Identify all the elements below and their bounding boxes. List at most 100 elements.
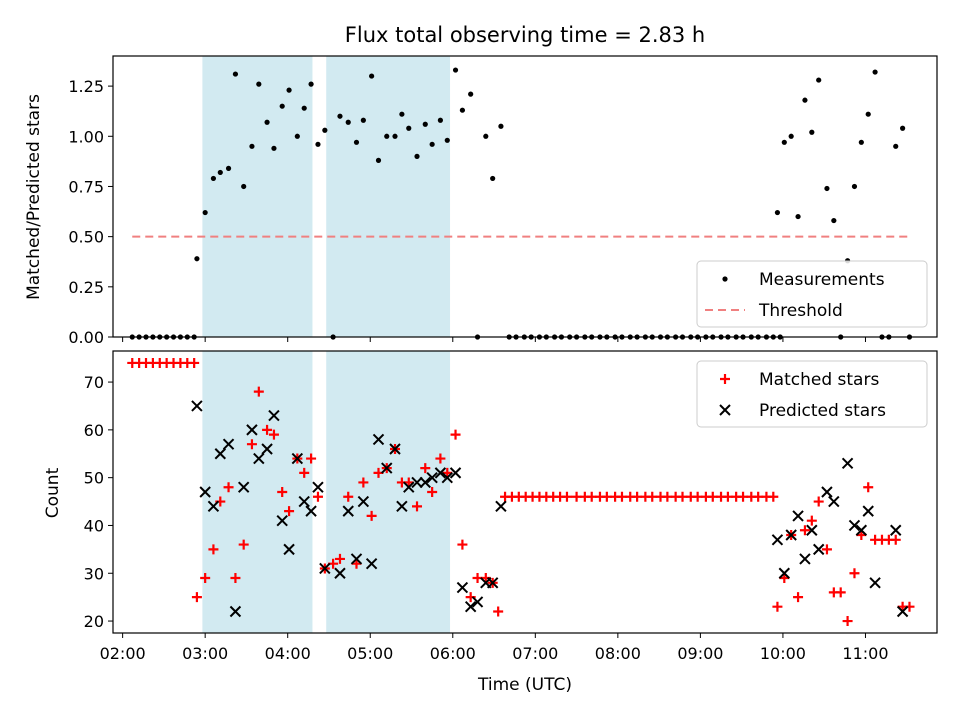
data-point bbox=[427, 487, 438, 497]
ratio-plot-area: 0.00 0.25 0.50 0.75 1.00 1.25 Measurements Thre… bbox=[68, 55, 938, 347]
data-point bbox=[781, 139, 787, 145]
data-point bbox=[799, 525, 810, 536]
data-point bbox=[890, 524, 902, 536]
data-point bbox=[824, 185, 830, 192]
data-point bbox=[412, 501, 423, 512]
data-point bbox=[785, 529, 797, 541]
data-point bbox=[816, 77, 822, 83]
data-point bbox=[812, 543, 825, 556]
data-point bbox=[778, 567, 791, 579]
data-point bbox=[464, 601, 477, 613]
data-point bbox=[241, 183, 247, 190]
data-point bbox=[246, 424, 258, 436]
data-point bbox=[821, 544, 832, 555]
data-point bbox=[238, 539, 249, 550]
data-point bbox=[312, 481, 324, 493]
legend-marker bbox=[719, 404, 731, 416]
data-point bbox=[350, 553, 363, 565]
data-point bbox=[772, 601, 783, 612]
legend-label: Matched stars bbox=[759, 370, 879, 390]
legend-box bbox=[696, 260, 928, 328]
data-point bbox=[471, 596, 484, 608]
data-point bbox=[768, 491, 779, 502]
data-point bbox=[855, 524, 868, 536]
x-tick-label: 04:00 bbox=[265, 644, 311, 663]
y-tick-label: 30 bbox=[84, 564, 104, 583]
data-point bbox=[283, 543, 295, 556]
data-point bbox=[319, 562, 331, 575]
data-point bbox=[779, 573, 790, 584]
data-point bbox=[375, 157, 382, 163]
y-tick-label: 0.75 bbox=[68, 177, 104, 196]
data-point bbox=[207, 500, 220, 513]
data-point bbox=[498, 123, 504, 129]
x-tick-label: 09:00 bbox=[677, 644, 723, 663]
series-measurements bbox=[129, 67, 913, 340]
data-point bbox=[806, 524, 818, 536]
data-point bbox=[301, 105, 307, 111]
axes-frame bbox=[112, 55, 938, 338]
y-tick-label: 1.00 bbox=[68, 127, 104, 146]
x-tick-label: 06:00 bbox=[430, 644, 476, 663]
y-tick-label: 60 bbox=[84, 421, 104, 440]
data-point bbox=[277, 487, 288, 497]
data-point bbox=[217, 169, 223, 176]
legend: Measurements Threshold bbox=[696, 260, 928, 328]
data-point bbox=[189, 357, 200, 368]
legend-label: Measurements bbox=[759, 270, 885, 290]
data-point bbox=[210, 175, 217, 182]
x-axis-label: Time (UTC) bbox=[477, 675, 572, 695]
data-point bbox=[831, 217, 837, 224]
data-point bbox=[268, 409, 280, 422]
data-point bbox=[442, 467, 453, 478]
data-point bbox=[199, 486, 211, 498]
data-point bbox=[450, 429, 461, 440]
data-point bbox=[419, 476, 431, 489]
data-point bbox=[222, 438, 235, 450]
data-point bbox=[256, 81, 262, 87]
data-point bbox=[365, 557, 378, 570]
data-point bbox=[372, 433, 385, 446]
data-point bbox=[456, 581, 469, 594]
data-point bbox=[809, 129, 815, 135]
data-point bbox=[191, 400, 203, 412]
x-tick-label: 03:00 bbox=[182, 644, 228, 663]
legend-marker bbox=[722, 276, 728, 282]
data-point bbox=[294, 133, 300, 139]
data-point bbox=[399, 111, 405, 117]
data-point bbox=[483, 133, 489, 139]
observing-interval-1 bbox=[202, 351, 313, 633]
x-tick-label: 10:00 bbox=[760, 644, 806, 663]
legend-box bbox=[696, 360, 928, 428]
data-point bbox=[223, 482, 234, 493]
x-tick-label: 11:00 bbox=[842, 644, 888, 663]
data-point bbox=[429, 141, 435, 147]
data-point bbox=[366, 510, 377, 521]
legend-label: Threshold bbox=[758, 301, 843, 321]
data-point bbox=[426, 471, 438, 484]
ratio-panel: Flux total observing time = 2.83 h Match… bbox=[24, 23, 938, 347]
data-point bbox=[792, 510, 804, 522]
data-point bbox=[468, 91, 474, 97]
data-point bbox=[403, 477, 414, 488]
data-point bbox=[862, 505, 874, 517]
data-point bbox=[856, 530, 867, 541]
axes-frame bbox=[112, 350, 938, 634]
legend: Matched stars Predicted stars bbox=[696, 360, 928, 428]
data-point bbox=[449, 467, 462, 479]
data-point bbox=[315, 141, 321, 147]
data-point bbox=[434, 467, 447, 479]
data-point bbox=[286, 87, 292, 93]
data-point bbox=[444, 137, 450, 143]
data-point bbox=[358, 477, 369, 488]
data-point bbox=[337, 113, 343, 119]
y-tick-label: 0.25 bbox=[68, 278, 104, 297]
data-point bbox=[351, 558, 362, 569]
data-point bbox=[835, 587, 846, 598]
data-point bbox=[264, 119, 270, 125]
data-point bbox=[396, 500, 408, 513]
data-point bbox=[774, 209, 781, 216]
data-point bbox=[230, 573, 241, 584]
data-point bbox=[441, 471, 453, 484]
data-point bbox=[863, 482, 874, 493]
